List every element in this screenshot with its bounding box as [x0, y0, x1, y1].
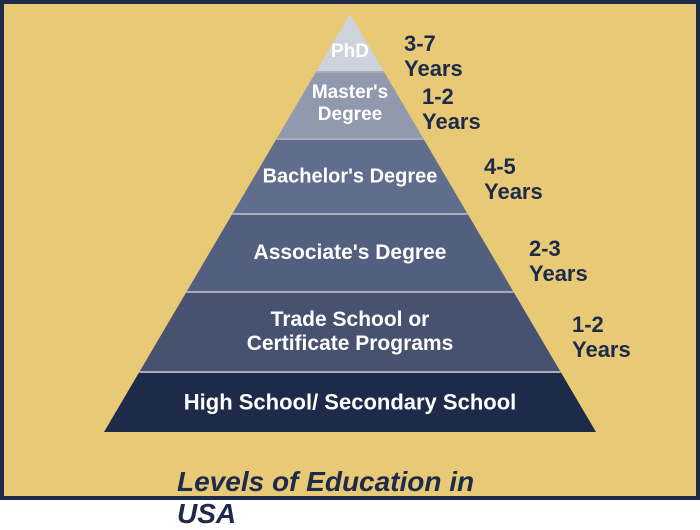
- pyramid-level-label: Bachelor's Degree: [263, 166, 438, 189]
- duration-label: 3-7 Years: [404, 31, 463, 82]
- duration-label: 4-5 Years: [484, 154, 543, 205]
- infographic-title: Levels of Education in USA: [177, 466, 523, 530]
- duration-label: 2-3 Years: [529, 236, 588, 287]
- pyramid-level-label: PhD: [331, 41, 369, 63]
- pyramid-level-label: Associate's Degree: [254, 241, 447, 265]
- stage: PhD 3-7 Years Master's Degree 1-2 Years Bach…: [4, 4, 696, 496]
- pyramid-level-label: Trade School or Certificate Programs: [247, 308, 454, 356]
- pyramid-level-label: High School/ Secondary School: [184, 389, 517, 414]
- duration-label: 1-2 Years: [422, 84, 481, 135]
- duration-label: 1-2 Years: [572, 312, 631, 363]
- pyramid-level-label: Master's Degree: [312, 82, 388, 126]
- infographic-frame: PhD 3-7 Years Master's Degree 1-2 Years Bach…: [0, 0, 700, 500]
